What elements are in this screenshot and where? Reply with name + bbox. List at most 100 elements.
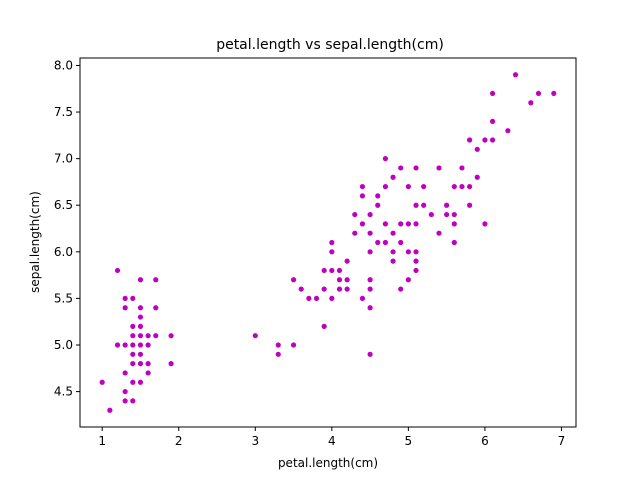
data-point [451, 211, 457, 218]
data-point [137, 379, 144, 385]
data-point [436, 165, 442, 171]
data-point [145, 333, 151, 339]
data-point [528, 100, 534, 106]
data-point [153, 277, 159, 283]
y-tick-label: 6.0 [54, 245, 73, 259]
data-point [367, 277, 373, 283]
data-point [137, 333, 144, 339]
data-point [290, 342, 297, 348]
data-point [451, 221, 457, 227]
data-point [168, 333, 174, 339]
y-tick-label: 7.0 [54, 152, 73, 166]
data-point [405, 277, 411, 283]
data-point [145, 361, 151, 367]
y-tick-label: 4.5 [54, 385, 73, 399]
data-point [398, 165, 404, 171]
y-tick-label: 5.5 [54, 291, 73, 305]
data-point [505, 128, 511, 134]
x-tick-label: 4 [328, 434, 336, 448]
data-point [321, 267, 327, 274]
data-point [99, 379, 105, 385]
data-point [367, 211, 373, 218]
data-point [413, 221, 419, 227]
data-point [130, 361, 136, 367]
data-point [336, 267, 343, 274]
data-point [336, 286, 343, 292]
data-point [298, 286, 304, 292]
data-point [375, 239, 381, 246]
x-tick-label: 6 [481, 434, 489, 448]
data-point [130, 379, 136, 385]
data-point [459, 183, 465, 190]
data-point [145, 370, 151, 376]
data-point [336, 277, 343, 283]
data-point [413, 165, 419, 171]
data-point [122, 398, 128, 404]
data-point [367, 249, 373, 255]
data-point [375, 193, 381, 199]
data-point [130, 323, 136, 329]
data-point [489, 137, 496, 143]
data-point [405, 249, 411, 255]
data-point [428, 211, 434, 218]
plot-frame [79, 57, 577, 428]
data-point [413, 267, 419, 274]
data-point [482, 221, 488, 227]
data-point [359, 221, 366, 227]
data-point [344, 258, 350, 264]
data-point [275, 351, 281, 357]
data-point [375, 202, 381, 208]
data-point [474, 146, 480, 152]
data-point [122, 342, 128, 348]
data-point [114, 342, 121, 348]
data-point [489, 118, 496, 124]
data-point [352, 211, 358, 218]
data-point [512, 72, 519, 78]
data-point [145, 342, 151, 348]
data-point [367, 286, 373, 292]
data-point [122, 305, 128, 311]
data-point [306, 295, 312, 302]
data-point [130, 333, 136, 339]
data-point [137, 361, 144, 367]
data-point [444, 202, 450, 208]
data-point [390, 174, 396, 180]
x-tick-label: 5 [405, 434, 413, 448]
y-tick-label: 5.0 [54, 338, 73, 352]
data-point [390, 230, 396, 236]
data-point [459, 165, 465, 171]
y-axis-label: sepal.length(cm) [28, 191, 42, 293]
y-tick-label: 8.0 [54, 58, 73, 72]
data-point [344, 277, 350, 283]
data-point [382, 221, 389, 227]
data-point [467, 202, 473, 208]
data-point [413, 249, 419, 255]
data-point [413, 258, 419, 264]
data-point [444, 211, 450, 218]
data-point [535, 90, 542, 97]
data-point [451, 183, 457, 190]
data-point [252, 333, 258, 339]
data-point [329, 267, 335, 274]
data-point [130, 342, 136, 348]
data-point [321, 323, 327, 329]
data-point [551, 90, 557, 97]
data-point [398, 286, 404, 292]
data-point [367, 305, 373, 311]
x-axis-label: petal.length(cm) [278, 456, 378, 470]
data-point [137, 351, 144, 357]
data-point [405, 221, 411, 227]
data-point [359, 193, 366, 199]
y-tick-label: 7.5 [54, 105, 73, 119]
data-point [137, 342, 144, 348]
data-point [329, 249, 335, 255]
data-point [359, 183, 366, 190]
data-point [107, 407, 113, 413]
data-point [153, 305, 159, 311]
data-point [352, 230, 358, 236]
data-point [474, 174, 480, 180]
x-tick-label: 2 [175, 434, 183, 448]
data-point [137, 323, 144, 329]
data-point [168, 361, 174, 367]
data-point [405, 183, 411, 190]
